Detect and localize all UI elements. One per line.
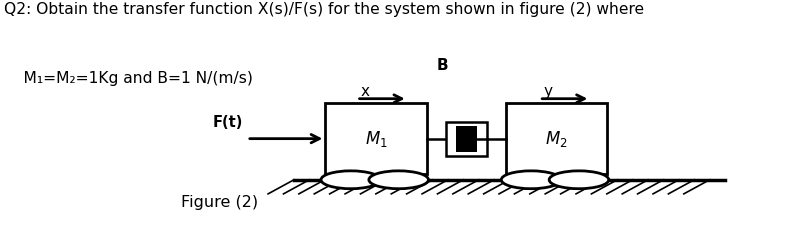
Text: M₁=M₂=1Kg and B=1 N/(m/s): M₁=M₂=1Kg and B=1 N/(m/s): [4, 70, 252, 86]
Bar: [505, 103, 607, 174]
Circle shape: [320, 171, 380, 189]
Text: x: x: [360, 84, 369, 99]
Text: F(t): F(t): [212, 115, 243, 130]
Text: $M_2$: $M_2$: [544, 129, 567, 149]
Bar: [455, 126, 476, 152]
Bar: [325, 103, 426, 174]
Bar: [446, 122, 486, 156]
Circle shape: [548, 171, 608, 189]
Text: Q2: Obtain the transfer function X(s)/F(s) for the system shown in figure (2) wh: Q2: Obtain the transfer function X(s)/F(…: [4, 2, 643, 17]
Text: y: y: [543, 84, 552, 99]
Text: Figure (2): Figure (2): [181, 195, 258, 210]
Circle shape: [500, 171, 560, 189]
Circle shape: [369, 171, 428, 189]
Text: $M_1$: $M_1$: [365, 129, 387, 149]
Text: B: B: [437, 58, 448, 73]
